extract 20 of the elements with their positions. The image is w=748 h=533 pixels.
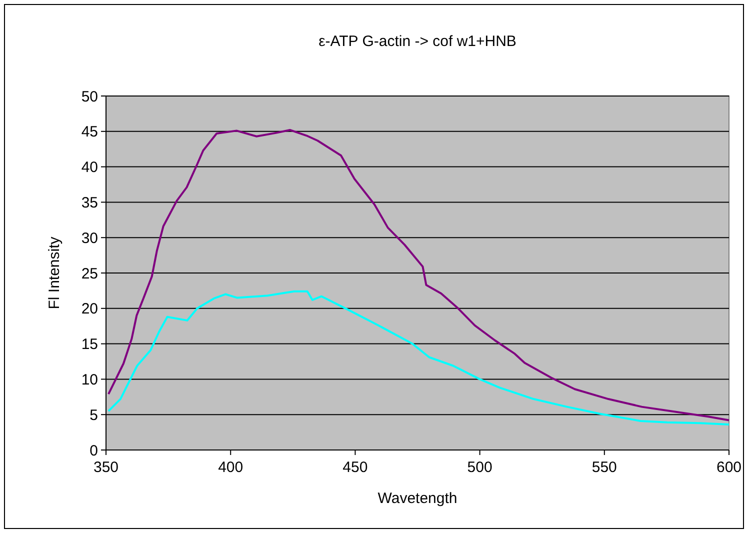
y-tick-label: 15 [81,336,98,354]
y-tick-label: 40 [81,159,98,176]
y-tick-label: 35 [81,194,98,212]
x-tick-label: 450 [342,459,368,476]
y-tick-label: 0 [90,442,98,460]
y-tick-label: 20 [81,300,98,318]
y-tick-label: 30 [81,230,98,247]
x-tick-label: 500 [467,459,492,476]
y-tick-label: 10 [81,371,98,388]
x-tick-label: 350 [93,459,119,476]
x-tick-label: 400 [218,459,244,476]
y-tick-label: 45 [81,124,98,141]
y-axis-title: Fl Intensity [46,236,63,310]
y-tick-label: 5 [90,406,98,424]
y-tick-label: 50 [81,88,98,106]
y-tick-label: 25 [81,265,98,282]
x-tick-label: 600 [716,459,742,476]
x-axis-title: Wavetength [378,490,458,507]
x-tick-label: 550 [592,459,617,476]
chart-title: ε-ATP G-actin -> cof w1+HNB [318,33,516,50]
